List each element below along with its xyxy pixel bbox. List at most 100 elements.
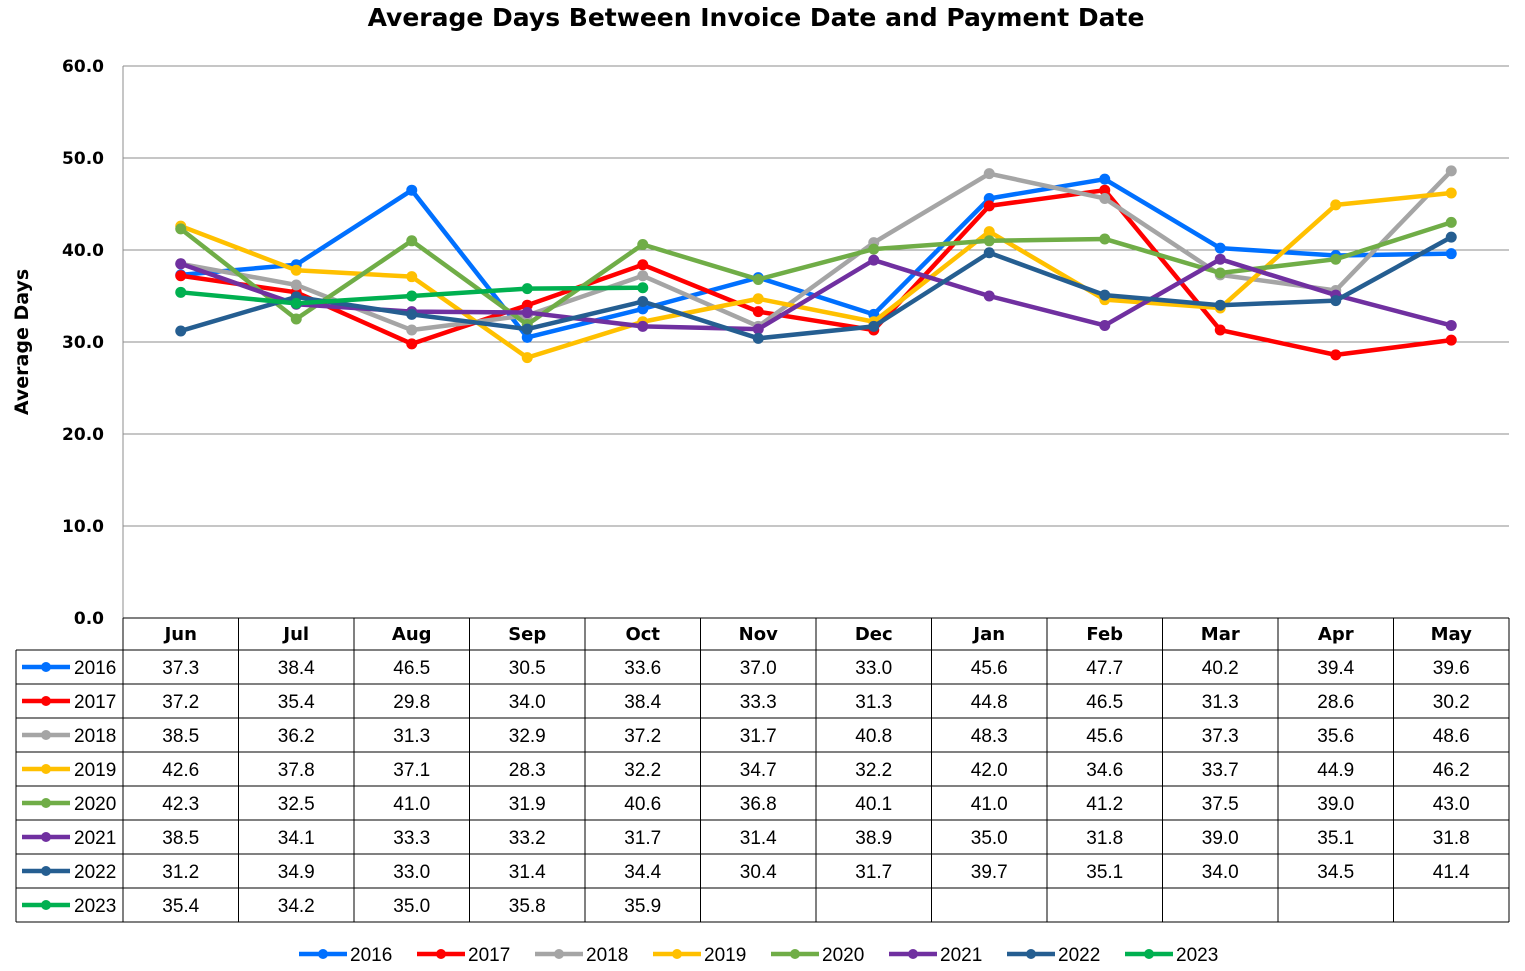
row-series-name: 2018 — [74, 726, 116, 747]
table-cell-value: 44.8 — [971, 692, 1008, 713]
gridlines — [122, 65, 1509, 618]
table-cell-value: 34.6 — [1086, 760, 1123, 781]
row-legend-marker — [41, 900, 51, 910]
table-cell-value: 29.8 — [393, 692, 430, 713]
table-cell-value: 35.9 — [624, 896, 661, 917]
table-cell-value: 34.7 — [740, 760, 777, 781]
table-cell-value: 35.6 — [1317, 726, 1354, 747]
data-point — [175, 223, 187, 235]
table-cell-value: 36.8 — [740, 794, 777, 815]
table-cell-value: 31.4 — [740, 828, 777, 849]
series-line — [178, 234, 1454, 341]
table-cell-value: 42.6 — [162, 760, 199, 781]
data-point — [868, 320, 880, 332]
x-tick-label: Aug — [392, 624, 432, 645]
data-point — [175, 270, 187, 282]
table-cell-value: 43.0 — [1433, 794, 1470, 815]
table-cell-value: 33.6 — [624, 658, 661, 679]
x-tick-label: Jun — [163, 624, 197, 645]
data-point — [637, 270, 649, 282]
data-point — [406, 338, 418, 350]
data-point — [1445, 231, 1457, 243]
data-point — [1099, 289, 1111, 301]
row-legend-marker — [41, 764, 51, 774]
table-cell-value: 31.7 — [624, 828, 661, 849]
data-point — [637, 282, 649, 294]
data-point — [752, 306, 764, 318]
table-cell-value: 39.7 — [971, 862, 1008, 883]
table-cell-value: 33.3 — [740, 692, 777, 713]
data-point — [290, 264, 302, 276]
table-cell-value: 37.2 — [624, 726, 661, 747]
data-point — [290, 297, 302, 309]
table-cell-value: 41.2 — [1086, 794, 1123, 815]
row-series-name: 2016 — [74, 658, 116, 679]
table-cell-value: 38.4 — [278, 658, 315, 679]
table-cell-value: 33.3 — [393, 828, 430, 849]
data-point — [406, 324, 418, 336]
data-point — [1099, 319, 1111, 331]
table-cell-value: 35.1 — [1086, 862, 1123, 883]
x-tick-label: Apr — [1318, 624, 1354, 645]
data-point — [752, 323, 764, 335]
table-cell-value: 45.6 — [971, 658, 1008, 679]
table-cell-value: 30.2 — [1433, 692, 1470, 713]
data-point — [521, 307, 533, 319]
data-point — [406, 184, 418, 196]
y-tick-label: 10.0 — [62, 517, 104, 537]
data-point — [406, 235, 418, 247]
table-cell-value: 34.0 — [509, 692, 546, 713]
y-axis-ticks: 0.0 10.0 20.0 30.0 40.0 50.0 60.0 — [62, 57, 104, 629]
table-cell-value: 28.6 — [1317, 692, 1354, 713]
y-tick-label: 0.0 — [74, 609, 104, 629]
table-cell-value: 37.8 — [278, 760, 315, 781]
data-point — [1330, 295, 1342, 307]
table-cell-value: 33.0 — [393, 862, 430, 883]
table-cell-value: 35.1 — [1317, 828, 1354, 849]
y-tick-label: 40.0 — [62, 241, 104, 261]
table-cell-value: 35.4 — [162, 896, 199, 917]
data-point — [175, 258, 187, 270]
table-cell-value: 32.9 — [509, 726, 546, 747]
y-tick-label: 50.0 — [62, 149, 104, 169]
legend-label: 2019 — [704, 945, 746, 966]
table-cell-value: 35.4 — [278, 692, 315, 713]
data-point — [752, 293, 764, 305]
table-cell-value: 32.5 — [278, 794, 315, 815]
x-tick-label: Feb — [1086, 624, 1123, 645]
table-cell-value: 37.1 — [393, 760, 430, 781]
table-cell-value: 44.9 — [1317, 760, 1354, 781]
x-tick-label: Dec — [855, 624, 893, 645]
table-cell-value: 34.0 — [1202, 862, 1239, 883]
data-point — [637, 296, 649, 308]
row-legend-marker — [41, 832, 51, 842]
table-cell-value: 40.8 — [855, 726, 892, 747]
series-line — [178, 187, 1454, 358]
table-cell-value: 31.9 — [509, 794, 546, 815]
data-point — [521, 331, 533, 343]
x-tick-label: Mar — [1201, 624, 1240, 645]
data-point — [983, 247, 995, 259]
table-cell-value: 37.5 — [1202, 794, 1239, 815]
data-point — [1214, 253, 1226, 265]
x-tick-label: Oct — [625, 624, 660, 645]
legend: 2016 2017 2018 2019 2020 2021 2022 2023 — [299, 945, 1218, 966]
row-legend-marker — [41, 662, 51, 672]
data-point — [406, 290, 418, 302]
row-legend-marker — [41, 798, 51, 808]
table-cell-value: 37.3 — [162, 658, 199, 679]
table-cell-value: 34.2 — [278, 896, 315, 917]
data-point — [1099, 184, 1111, 196]
data-point — [868, 243, 880, 255]
data-point — [1099, 173, 1111, 185]
row-series-name: 2019 — [74, 760, 116, 781]
table-cell-value: 39.6 — [1433, 658, 1470, 679]
table-cell-value: 33.2 — [509, 828, 546, 849]
table-cell-value: 34.1 — [278, 828, 315, 849]
table-cell-value: 31.8 — [1433, 828, 1470, 849]
table-cell-value: 35.8 — [509, 896, 546, 917]
table-cell-value: 37.0 — [740, 658, 777, 679]
data-point — [175, 286, 187, 298]
table-cell-value: 31.2 — [162, 862, 199, 883]
table-cell-value: 36.2 — [278, 726, 315, 747]
